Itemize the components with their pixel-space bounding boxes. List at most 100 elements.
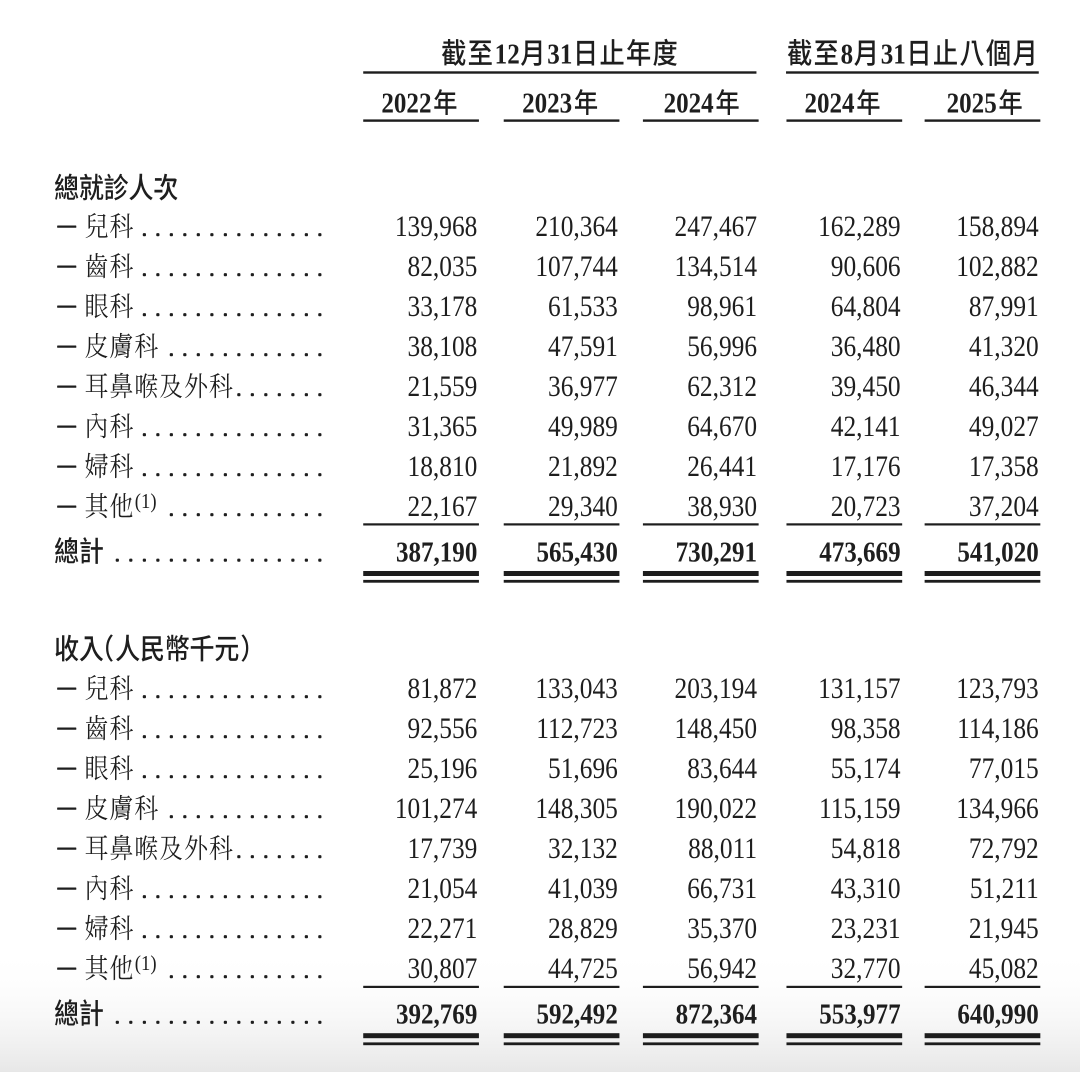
svg-text:(1): (1) — [135, 490, 157, 513]
svg-text:87,991: 87,991 — [969, 290, 1039, 322]
svg-text:565,430: 565,430 — [536, 536, 617, 568]
svg-text:22,271: 22,271 — [408, 912, 478, 944]
svg-text:123,793: 123,793 — [956, 672, 1039, 704]
svg-text:158,894: 158,894 — [956, 210, 1039, 242]
svg-text:47,591: 47,591 — [548, 330, 618, 362]
svg-text:20,723: 20,723 — [831, 490, 901, 522]
svg-text:392,769: 392,769 — [396, 998, 477, 1030]
svg-text:81,872: 81,872 — [408, 672, 478, 704]
svg-text:38,108: 38,108 — [408, 330, 478, 362]
svg-text:8: 8 — [841, 38, 854, 70]
svg-text:162,289: 162,289 — [818, 210, 901, 242]
svg-text:(1): (1) — [135, 952, 157, 975]
svg-text:2024: 2024 — [664, 87, 714, 119]
svg-text:148,450: 148,450 — [675, 712, 758, 744]
svg-text:31,365: 31,365 — [408, 410, 478, 442]
svg-text:98,961: 98,961 — [687, 290, 757, 322]
svg-text:2025: 2025 — [947, 87, 997, 119]
svg-text:473,669: 473,669 — [819, 536, 900, 568]
svg-text:82,035: 82,035 — [408, 250, 478, 282]
svg-text:43,310: 43,310 — [831, 872, 901, 904]
svg-text:21,559: 21,559 — [408, 370, 478, 402]
svg-text:64,670: 64,670 — [687, 410, 757, 442]
svg-text:41,320: 41,320 — [969, 330, 1039, 362]
svg-text:22,167: 22,167 — [408, 490, 478, 522]
svg-text:31: 31 — [881, 38, 906, 70]
svg-text:134,966: 134,966 — [956, 792, 1039, 824]
svg-text:38,930: 38,930 — [687, 490, 757, 522]
svg-text:18,810: 18,810 — [408, 450, 478, 482]
svg-text:49,989: 49,989 — [548, 410, 618, 442]
svg-text:21,945: 21,945 — [969, 912, 1039, 944]
svg-text:12: 12 — [495, 38, 520, 70]
svg-text:17,358: 17,358 — [969, 450, 1039, 482]
svg-text:102,882: 102,882 — [956, 250, 1039, 282]
svg-text:33,178: 33,178 — [408, 290, 478, 322]
svg-text:92,556: 92,556 — [408, 712, 478, 744]
svg-text:133,043: 133,043 — [535, 672, 618, 704]
svg-text:31: 31 — [547, 38, 572, 70]
svg-text:387,190: 387,190 — [396, 536, 477, 568]
svg-text:247,467: 247,467 — [675, 210, 758, 242]
svg-text:90,606: 90,606 — [831, 250, 901, 282]
svg-text:640,990: 640,990 — [957, 998, 1038, 1030]
svg-text:35,370: 35,370 — [687, 912, 757, 944]
svg-text:148,305: 148,305 — [535, 792, 618, 824]
svg-text:36,480: 36,480 — [831, 330, 901, 362]
svg-text:72,792: 72,792 — [969, 832, 1039, 864]
svg-text:66,731: 66,731 — [687, 872, 757, 904]
svg-text:203,194: 203,194 — [675, 672, 758, 704]
svg-text:17,176: 17,176 — [831, 450, 901, 482]
svg-text:45,082: 45,082 — [969, 952, 1039, 984]
svg-text:39,450: 39,450 — [831, 370, 901, 402]
svg-text:55,174: 55,174 — [831, 752, 901, 784]
svg-text:37,204: 37,204 — [969, 490, 1039, 522]
svg-text:28,829: 28,829 — [548, 912, 618, 944]
svg-text:56,942: 56,942 — [687, 952, 757, 984]
svg-text:83,644: 83,644 — [687, 752, 757, 784]
svg-text:62,312: 62,312 — [687, 370, 757, 402]
svg-text:30,807: 30,807 — [408, 952, 478, 984]
svg-text:26,441: 26,441 — [687, 450, 757, 482]
svg-text:98,358: 98,358 — [831, 712, 901, 744]
svg-text:730,291: 730,291 — [676, 536, 757, 568]
svg-text:21,054: 21,054 — [408, 872, 478, 904]
svg-text:23,231: 23,231 — [831, 912, 901, 944]
svg-text:17,739: 17,739 — [408, 832, 478, 864]
svg-text:42,141: 42,141 — [831, 410, 901, 442]
svg-text:88,011: 88,011 — [688, 832, 757, 864]
svg-text:46,344: 46,344 — [969, 370, 1039, 402]
svg-text:210,364: 210,364 — [535, 210, 618, 242]
svg-text:21,892: 21,892 — [548, 450, 618, 482]
svg-text:107,744: 107,744 — [535, 250, 618, 282]
svg-text:115,159: 115,159 — [819, 792, 901, 824]
svg-text:56,996: 56,996 — [687, 330, 757, 362]
svg-text:77,015: 77,015 — [969, 752, 1039, 784]
svg-text:32,770: 32,770 — [831, 952, 901, 984]
svg-text:29,340: 29,340 — [548, 490, 618, 522]
svg-text:2022: 2022 — [381, 87, 431, 119]
svg-text:49,027: 49,027 — [969, 410, 1039, 442]
svg-text:114,186: 114,186 — [957, 712, 1039, 744]
svg-text:64,804: 64,804 — [831, 290, 901, 322]
svg-text:36,977: 36,977 — [548, 370, 618, 402]
svg-text:553,977: 553,977 — [819, 998, 900, 1030]
svg-text:139,968: 139,968 — [395, 210, 478, 242]
svg-text:2023: 2023 — [522, 87, 572, 119]
svg-text:101,274: 101,274 — [395, 792, 478, 824]
svg-text:131,157: 131,157 — [818, 672, 901, 704]
svg-text:134,514: 134,514 — [675, 250, 758, 282]
svg-text:51,211: 51,211 — [970, 872, 1039, 904]
svg-text:872,364: 872,364 — [676, 998, 757, 1030]
svg-text:592,492: 592,492 — [536, 998, 617, 1030]
svg-text:541,020: 541,020 — [957, 536, 1038, 568]
svg-text:54,818: 54,818 — [831, 832, 901, 864]
svg-text:41,039: 41,039 — [548, 872, 618, 904]
svg-text:44,725: 44,725 — [548, 952, 618, 984]
svg-text:51,696: 51,696 — [548, 752, 618, 784]
svg-text:190,022: 190,022 — [675, 792, 758, 824]
svg-text:2024: 2024 — [804, 87, 854, 119]
svg-text:61,533: 61,533 — [548, 290, 618, 322]
svg-text:32,132: 32,132 — [548, 832, 618, 864]
svg-text:112,723: 112,723 — [536, 712, 618, 744]
